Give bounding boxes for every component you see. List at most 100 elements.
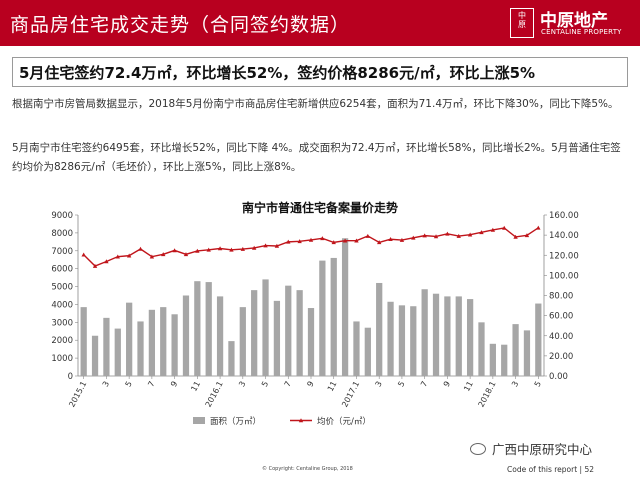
- y-right-tick-label: 60.00: [549, 312, 573, 322]
- y-left-tick-label: 3000: [51, 318, 73, 328]
- y-left-tick-label: 2000: [51, 336, 73, 346]
- point-price: [251, 245, 257, 250]
- legend-swatch-area: [193, 417, 205, 424]
- x-tick-label: 5: [124, 380, 134, 389]
- legend-marker-price: [298, 418, 304, 423]
- x-tick-label: 2018.1: [477, 380, 498, 409]
- bar-area: [103, 317, 110, 376]
- y-right-tick-label: 100.00: [549, 271, 579, 281]
- point-price: [183, 252, 189, 257]
- point-price: [467, 232, 473, 237]
- bar-area: [182, 295, 190, 376]
- point-price: [331, 240, 336, 245]
- bar-area: [251, 290, 258, 376]
- bar-area: [466, 299, 474, 376]
- point-price: [161, 252, 166, 257]
- legend-label-area: 面积（万㎡）: [210, 416, 261, 427]
- logo-name: 中原地产: [540, 11, 608, 31]
- bar-area: [444, 296, 451, 376]
- wechat-icon: [470, 443, 486, 455]
- page-title: 商品房住宅成交走势（合同签约数据）: [10, 14, 351, 36]
- point-price: [81, 252, 86, 257]
- bar-area: [376, 282, 383, 376]
- y-left-tick-label: 0: [68, 372, 73, 382]
- point-price: [92, 263, 98, 268]
- point-price: [536, 225, 541, 230]
- bar-area: [296, 290, 303, 376]
- bar-area: [478, 322, 485, 376]
- x-tick-label: 5: [260, 380, 270, 389]
- y-left-tick-label: 7000: [51, 247, 73, 257]
- bar-area: [341, 238, 349, 376]
- point-price: [399, 237, 405, 242]
- x-tick-label: 9: [442, 380, 452, 389]
- bar-area: [330, 257, 337, 376]
- point-price: [206, 247, 211, 252]
- bar-area: [228, 341, 235, 376]
- bar-area: [137, 321, 144, 376]
- y-right-tick-label: 140.00: [549, 231, 579, 241]
- point-price: [297, 239, 302, 244]
- point-price: [104, 259, 109, 264]
- x-tick-label: 2016.1: [204, 380, 225, 409]
- page-header: 商品房住宅成交走势（合同签约数据） 中原 中原地产 CENTALINE PROP…: [0, 0, 640, 46]
- bar-area: [501, 344, 508, 376]
- bar-area: [194, 281, 201, 376]
- point-price: [422, 233, 427, 238]
- footer-report-code: Code of this report | 52: [507, 465, 595, 474]
- bar-area: [114, 328, 121, 376]
- logo-seal-icon: 中原: [510, 8, 534, 38]
- point-price: [456, 233, 461, 238]
- point-price: [286, 239, 291, 244]
- point-price: [479, 230, 484, 235]
- point-price: [320, 236, 325, 241]
- point-price: [138, 246, 143, 251]
- y-right-tick-label: 160.00: [549, 211, 579, 221]
- bar-area: [364, 327, 371, 376]
- paragraph-sales: 5月南宁市住宅签约6495套，环比增长52%，同比下降 4%。成交面积为72.4…: [12, 142, 621, 173]
- bar-area: [285, 285, 292, 376]
- bar-area: [262, 279, 269, 376]
- point-price: [195, 248, 200, 253]
- y-left-tick-label: 1000: [51, 354, 73, 364]
- bar-area: [421, 289, 428, 376]
- x-tick-label: 3: [101, 380, 111, 389]
- bar-area: [512, 324, 519, 376]
- bar-area: [455, 296, 462, 376]
- bar-area: [148, 309, 156, 376]
- x-tick-label: 3: [374, 380, 384, 389]
- bar-area: [160, 307, 167, 376]
- y-left-tick-label: 4000: [51, 300, 73, 310]
- point-price: [388, 237, 393, 242]
- x-tick-label: 11: [462, 380, 475, 393]
- point-price: [490, 227, 496, 232]
- bar-area: [489, 343, 496, 376]
- logo-subtitle: CENTALINE PROPERTY: [541, 28, 622, 36]
- point-price: [342, 238, 348, 243]
- wechat-account: 广西中原研究中心: [470, 439, 592, 458]
- point-price: [433, 234, 439, 239]
- y-left-tick-label: 5000: [51, 283, 73, 293]
- x-tick-label: 5: [533, 380, 543, 389]
- point-price: [365, 233, 371, 238]
- bar-area: [205, 282, 212, 376]
- x-tick-label: 7: [146, 380, 156, 389]
- bar-area: [216, 296, 224, 376]
- point-price: [354, 238, 359, 243]
- x-tick-label: 2015.1: [67, 380, 88, 409]
- chart-title: 南宁市普通住宅备案量价走势: [242, 200, 398, 215]
- point-price: [502, 225, 507, 230]
- point-price: [411, 235, 416, 240]
- point-price: [115, 254, 120, 259]
- point-price: [263, 243, 268, 248]
- bar-area: [91, 335, 99, 376]
- point-price: [308, 237, 314, 242]
- bar-area: [398, 305, 406, 376]
- bar-area: [387, 301, 394, 376]
- y-right-tick-label: 120.00: [549, 251, 579, 261]
- point-price: [274, 243, 280, 248]
- x-tick-label: 3: [510, 380, 520, 389]
- point-price: [126, 253, 132, 258]
- x-tick-label: 5: [396, 380, 406, 389]
- bar-area: [353, 321, 360, 376]
